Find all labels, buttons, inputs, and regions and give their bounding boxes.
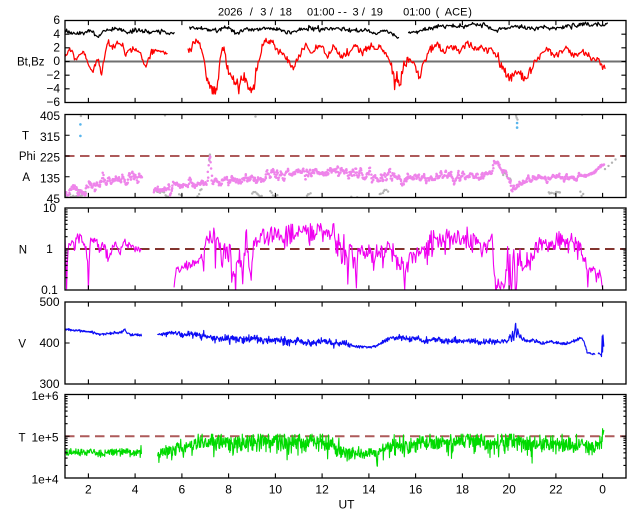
svg-text:6: 6: [53, 13, 60, 27]
svg-text:−4: −4: [46, 81, 60, 95]
svg-text:500: 500: [39, 295, 59, 309]
svg-text:18: 18: [456, 483, 470, 497]
svg-text:4: 4: [132, 483, 139, 497]
svg-text:−2: −2: [46, 68, 60, 82]
svg-text:1: 1: [46, 242, 53, 256]
svg-text:A: A: [22, 172, 30, 184]
svg-text:6: 6: [179, 483, 186, 497]
svg-text:2: 2: [85, 483, 92, 497]
svg-text:300: 300: [39, 377, 59, 391]
svg-text:−6: −6: [46, 95, 60, 109]
svg-text:135: 135: [40, 171, 60, 185]
svg-text:0: 0: [599, 483, 606, 497]
svg-text:4: 4: [53, 27, 60, 41]
svg-text:225: 225: [40, 151, 60, 165]
svg-text:1e+5: 1e+5: [31, 431, 58, 445]
svg-text:405: 405: [40, 109, 60, 123]
svg-text:T: T: [22, 131, 29, 143]
svg-text:14: 14: [362, 483, 376, 497]
svg-text:10: 10: [269, 483, 283, 497]
svg-text:Bt,Bz: Bt,Bz: [17, 56, 45, 68]
svg-text:V: V: [18, 338, 26, 350]
svg-text:N: N: [19, 244, 27, 256]
svg-text:22: 22: [549, 483, 563, 497]
svg-text:1e+4: 1e+4: [31, 472, 58, 486]
svg-text:8: 8: [225, 483, 232, 497]
svg-text:20: 20: [502, 483, 516, 497]
svg-text:400: 400: [39, 336, 59, 350]
svg-text:T: T: [18, 433, 25, 445]
svg-text:315: 315: [40, 130, 60, 144]
svg-text:2: 2: [53, 40, 60, 54]
svg-text:1e+6: 1e+6: [31, 389, 58, 403]
svg-text:10: 10: [43, 201, 57, 215]
svg-text:0.1: 0.1: [41, 283, 58, 297]
svg-text:Phi: Phi: [19, 151, 36, 163]
svg-text:12: 12: [315, 483, 329, 497]
svg-text:16: 16: [409, 483, 423, 497]
svg-text:45: 45: [47, 192, 61, 206]
svg-text:0: 0: [53, 54, 60, 68]
svg-text:UT: UT: [339, 498, 356, 512]
